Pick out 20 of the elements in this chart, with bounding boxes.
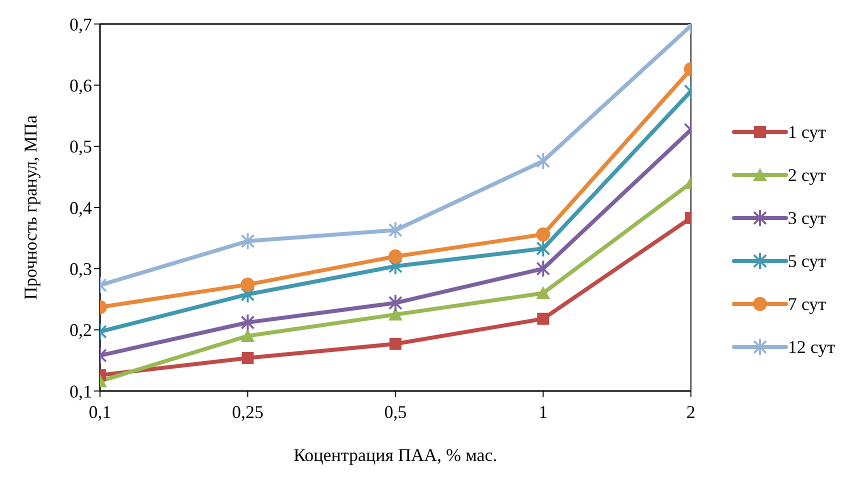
legend-label: 12 сут xyxy=(788,336,835,358)
x-tick-label: 0,25 xyxy=(232,402,264,422)
legend-label: 3 сут xyxy=(788,208,826,228)
y-tick-label: 0,4 xyxy=(70,198,92,218)
y-tick-label: 0,1 xyxy=(70,381,92,402)
y-tick-label: 0,5 xyxy=(70,136,92,157)
x-tick-label: 0,1 xyxy=(88,402,112,422)
legend-label: 7 сут xyxy=(788,294,826,314)
legend-label: 1 сут xyxy=(788,122,826,142)
x-axis-title: Коцентрация ПАА, % мас. xyxy=(294,445,498,465)
y-axis-title: Прочность гранул, МПа xyxy=(20,115,40,300)
y-tick-label: 0,6 xyxy=(70,76,92,96)
x-tick-label: 0,5 xyxy=(384,402,407,422)
y-tick-label: 0,2 xyxy=(70,320,92,340)
y-tick-label: 0,7 xyxy=(70,14,92,34)
legend-label: 5 сут xyxy=(788,250,826,272)
x-tick-label: 1 xyxy=(538,402,548,422)
legend-label: 2 сут xyxy=(788,164,826,186)
x-tick-label: 2 xyxy=(686,402,696,422)
y-tick-label: 0,3 xyxy=(70,259,92,280)
